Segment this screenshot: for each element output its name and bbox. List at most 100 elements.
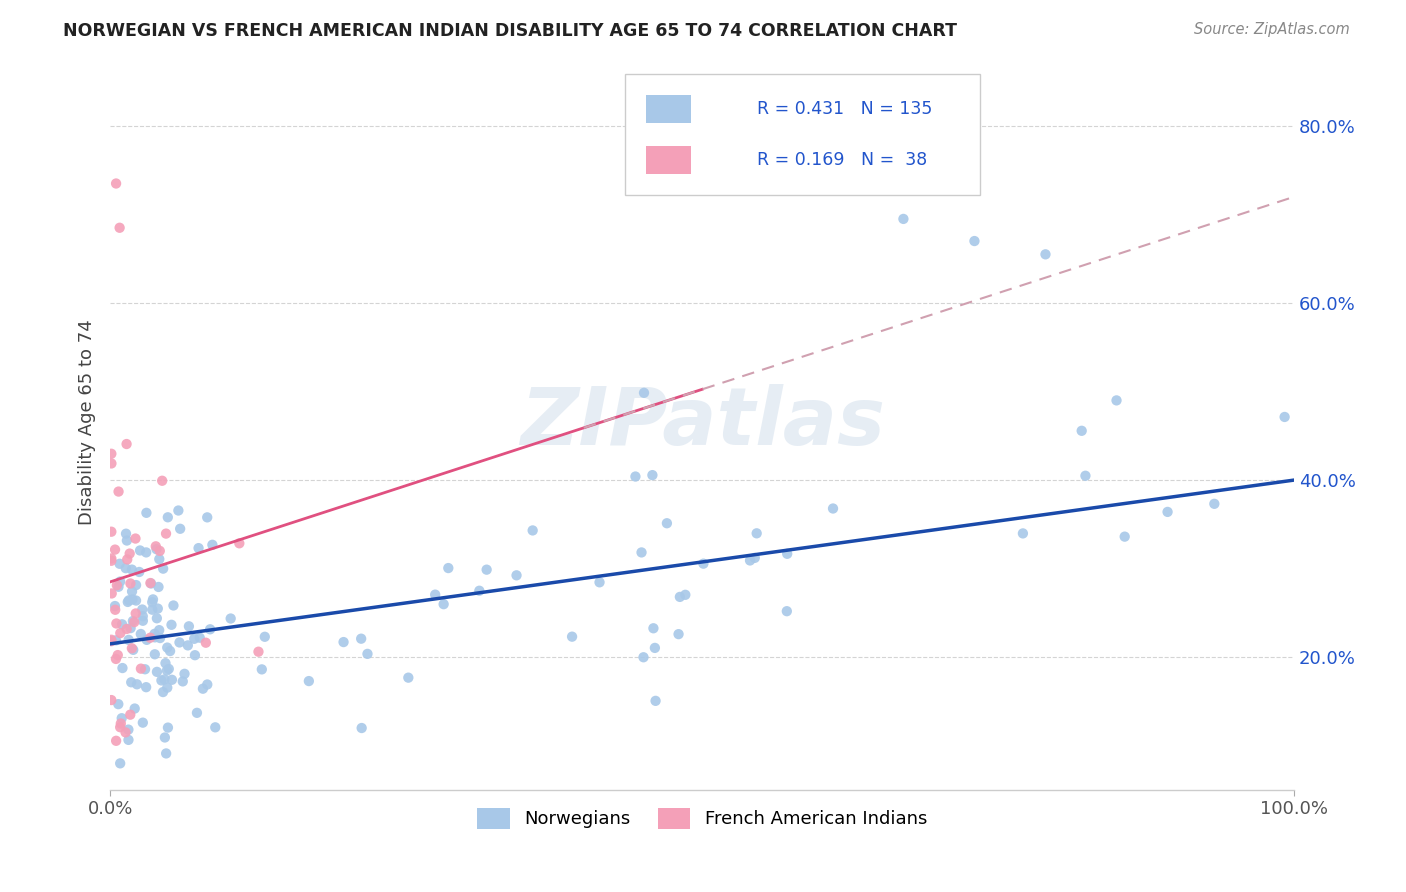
Point	[195, 510, 218, 524]
Point	[149, 631, 172, 645]
Point	[114, 561, 136, 575]
FancyBboxPatch shape	[626, 73, 980, 194]
Point	[105, 733, 128, 747]
Point	[152, 561, 174, 575]
Point	[131, 602, 153, 616]
Point	[219, 611, 242, 625]
Point	[122, 643, 145, 657]
Point	[132, 715, 155, 730]
Point	[356, 647, 378, 661]
Point	[104, 652, 127, 666]
Point	[135, 632, 157, 647]
Point	[188, 631, 211, 645]
Point	[129, 662, 152, 676]
Point	[117, 723, 139, 737]
Point	[655, 516, 678, 531]
Point	[201, 538, 224, 552]
Point	[145, 542, 167, 557]
Point	[195, 677, 218, 691]
Point	[124, 532, 146, 546]
Text: R = 0.431   N = 135: R = 0.431 N = 135	[756, 100, 932, 118]
Point	[169, 635, 191, 649]
Point	[1204, 497, 1226, 511]
Point	[641, 468, 664, 483]
Point	[633, 385, 655, 400]
Point	[159, 644, 181, 658]
Point	[100, 551, 122, 566]
Point	[437, 561, 460, 575]
Point	[738, 553, 761, 567]
Point	[129, 627, 152, 641]
Point	[148, 623, 170, 637]
Point	[332, 635, 354, 649]
Text: NORWEGIAN VS FRENCH AMERICAN INDIAN DISABILITY AGE 65 TO 74 CORRELATION CHART: NORWEGIAN VS FRENCH AMERICAN INDIAN DISA…	[63, 22, 957, 40]
Point	[204, 720, 226, 734]
Point	[522, 524, 544, 538]
Point	[184, 648, 207, 663]
Point	[149, 544, 172, 558]
Point	[115, 437, 138, 451]
Point	[156, 681, 179, 695]
Point	[107, 648, 129, 662]
Point	[117, 732, 139, 747]
Point	[155, 656, 177, 670]
Point	[132, 609, 155, 624]
Point	[118, 547, 141, 561]
Point	[160, 673, 183, 687]
Point	[162, 599, 184, 613]
Point	[433, 597, 456, 611]
Point	[110, 716, 132, 731]
Point	[100, 457, 122, 471]
Point	[143, 631, 166, 645]
Point	[247, 645, 270, 659]
Point	[143, 647, 166, 661]
Point	[111, 617, 134, 632]
Point	[104, 633, 127, 648]
Point	[100, 447, 122, 461]
Point	[121, 584, 143, 599]
Point	[198, 622, 221, 636]
Point	[167, 503, 190, 517]
Point	[692, 557, 714, 571]
Point	[118, 593, 141, 607]
Point	[139, 576, 162, 591]
Point	[156, 640, 179, 655]
Point	[148, 552, 170, 566]
Point	[1070, 424, 1092, 438]
Point	[191, 681, 214, 696]
Bar	[647, 146, 692, 174]
Point	[122, 614, 145, 628]
Point	[121, 592, 143, 607]
Point	[744, 550, 766, 565]
Text: R = 0.169   N =  38: R = 0.169 N = 38	[756, 152, 927, 169]
Point	[745, 526, 768, 541]
Point	[124, 701, 146, 715]
Point	[100, 554, 122, 568]
Point	[135, 680, 157, 694]
Point	[186, 706, 208, 720]
Point	[143, 627, 166, 641]
Point	[1156, 505, 1178, 519]
Point	[177, 639, 200, 653]
Point	[145, 539, 167, 553]
Point	[100, 632, 122, 647]
Point	[1274, 409, 1296, 424]
Point	[104, 603, 127, 617]
Point	[105, 616, 128, 631]
Point	[100, 524, 122, 539]
Point	[155, 526, 177, 541]
Point	[108, 220, 131, 235]
Point	[105, 578, 128, 592]
Point	[120, 621, 142, 635]
Point	[673, 588, 696, 602]
Point	[669, 590, 692, 604]
Point	[350, 721, 373, 735]
Point	[177, 619, 200, 633]
Point	[100, 634, 122, 648]
Point	[173, 666, 195, 681]
Point	[125, 677, 148, 691]
Point	[1105, 393, 1128, 408]
Point	[129, 543, 152, 558]
Point	[893, 211, 915, 226]
Point	[172, 674, 194, 689]
